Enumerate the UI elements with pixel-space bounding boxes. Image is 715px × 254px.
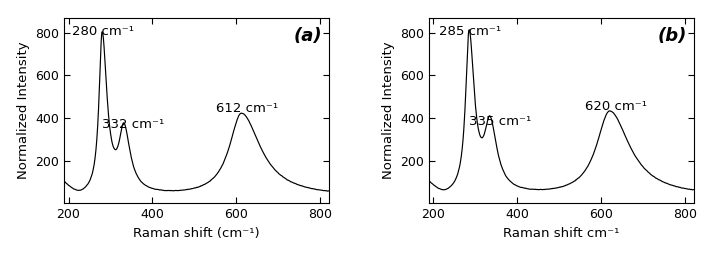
Y-axis label: Normalized Intensity: Normalized Intensity [17, 42, 30, 179]
Text: 332 cm⁻¹: 332 cm⁻¹ [102, 118, 164, 131]
X-axis label: Raman shift cm⁻¹: Raman shift cm⁻¹ [503, 227, 620, 240]
Text: 280 cm⁻¹: 280 cm⁻¹ [72, 25, 134, 38]
Text: (a): (a) [293, 27, 322, 45]
Text: 620 cm⁻¹: 620 cm⁻¹ [585, 100, 647, 113]
Y-axis label: Normalized Intensity: Normalized Intensity [382, 42, 395, 179]
Text: (b): (b) [658, 27, 687, 45]
Text: 612 cm⁻¹: 612 cm⁻¹ [216, 102, 278, 115]
X-axis label: Raman shift (cm⁻¹): Raman shift (cm⁻¹) [133, 227, 260, 240]
Text: 335 cm⁻¹: 335 cm⁻¹ [468, 115, 531, 128]
Text: 285 cm⁻¹: 285 cm⁻¹ [439, 25, 501, 38]
